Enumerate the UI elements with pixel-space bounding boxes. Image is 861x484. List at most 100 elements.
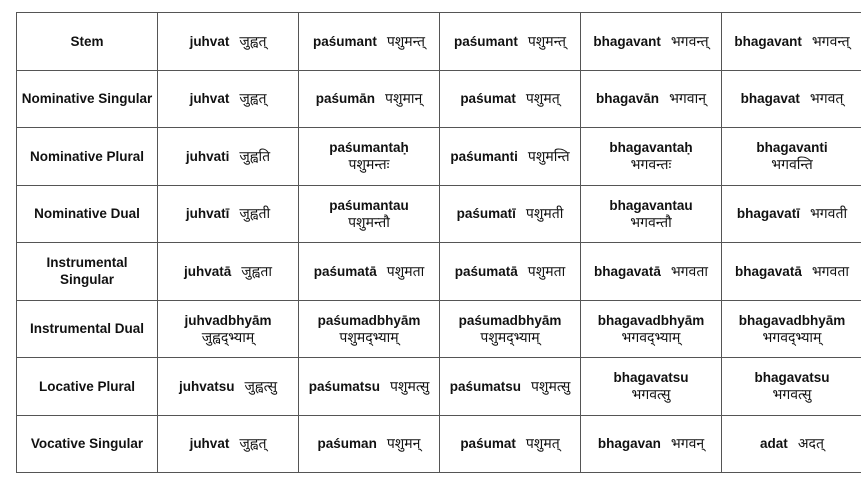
devanagari-form: जुह्वता: [241, 262, 272, 279]
latin-form: paśumanti: [450, 148, 518, 164]
row-header: Instrumental Dual: [16, 299, 158, 358]
devanagari-form: पशुमन्त्: [527, 32, 566, 49]
latin-form: adat: [760, 436, 788, 452]
devanagari-form: भगवद्भ्याम्: [762, 328, 822, 345]
table-cell: paśumantaḥ पशुमन्तः: [298, 127, 440, 186]
table-cell: juhvat जुह्वत्: [157, 414, 299, 473]
devanagari-form: जुह्वती: [239, 205, 271, 222]
devanagari-form: पशुमत्: [525, 435, 560, 452]
devanagari-form: पशुमती: [525, 205, 564, 222]
table-row: Vocative Singular juhvat जुह्वत् paśuman पशु…: [16, 414, 861, 473]
latin-form: paśumān: [315, 91, 376, 107]
devanagari-form: जुह्वद्भ्याम्: [201, 328, 255, 345]
table-cell: juhvat जुह्वत्: [157, 12, 299, 71]
latin-form: bhagavatā: [594, 263, 661, 279]
latin-form: paśumatā: [313, 263, 377, 279]
devanagari-form: जुह्वति: [239, 147, 271, 164]
latin-form: bhagavanti: [756, 140, 828, 156]
table-row: Locative Plural juhvatsu जुह्वत्सु paśumats…: [16, 357, 861, 416]
row-header: Locative Plural: [16, 357, 158, 416]
row-header: Instrumental Singular: [16, 242, 158, 301]
latin-form: juhvadbhyām: [184, 312, 272, 328]
table-row: Instrumental Dual juhvadbhyām जुह्वद्भ्याम…: [16, 299, 861, 358]
table-row: Stem juhvat जुह्वत् paśumant पशुमन्त् paśuman…: [16, 12, 861, 71]
latin-form: paśumatsu: [308, 378, 380, 394]
table-cell: bhagavantau भगवन्तौ: [580, 184, 722, 243]
devanagari-form: जुह्वत्: [239, 32, 267, 49]
devanagari-form: भगवत्सु: [772, 386, 812, 403]
latin-form: bhagavatā: [735, 263, 802, 279]
latin-form: bhagavadbhyām: [738, 312, 846, 328]
latin-form: paśumatsu: [449, 378, 521, 394]
table-cell: paśumatī पशुमती: [439, 184, 581, 243]
table-cell: bhagavant भगवन्त्: [721, 12, 861, 71]
devanagari-form: अदत्: [797, 435, 824, 452]
table-cell: paśumadbhyām पशुमद्भ्याम्: [298, 299, 440, 358]
row-header: Stem: [16, 12, 158, 71]
latin-form: juhvatsu: [178, 378, 235, 394]
devanagari-form: पशुमन्त्: [386, 32, 425, 49]
latin-form: paśumant: [313, 33, 377, 49]
table-cell: bhagavadbhyām भगवद्भ्याम्: [721, 299, 861, 358]
latin-form: paśumadbhyām: [458, 312, 562, 328]
table-cell: paśumant पशुमन्त्: [298, 12, 440, 71]
latin-form: paśumantau: [329, 197, 409, 213]
row-header: Nominative Plural: [16, 127, 158, 186]
latin-form: paśumatā: [454, 263, 518, 279]
declension-table: Stem juhvat जुह्वत् paśumant पशुमन्त् paśuman…: [16, 12, 861, 473]
devanagari-form: पशुमत्सु: [530, 377, 571, 394]
table-cell: bhagavatā भगवता: [721, 242, 861, 301]
table-cell: paśumatā पशुमता: [298, 242, 440, 301]
devanagari-form: पशुमन्: [386, 435, 421, 452]
devanagari-form: पशुमत्सु: [389, 377, 430, 394]
latin-form: juhvat: [189, 436, 230, 452]
devanagari-form: भगवन्तौ: [630, 213, 672, 230]
latin-form: juhvatā: [184, 263, 232, 279]
table-cell: paśumanti पशुमन्ति: [439, 127, 581, 186]
row-header: Nominative Singular: [16, 69, 158, 128]
table-cell: bhagavatsu भगवत्सु: [580, 357, 722, 416]
latin-form: paśumat: [460, 436, 516, 452]
devanagari-form: पशुमन्ति: [527, 147, 570, 164]
devanagari-form: पशुमद्भ्याम्: [480, 328, 540, 345]
latin-form: juhvat: [189, 91, 230, 107]
table-cell: juhvat जुह्वत्: [157, 69, 299, 128]
devanagari-form: भगवान्: [669, 90, 706, 107]
latin-form: bhagavant: [593, 33, 661, 49]
row-header: Vocative Singular: [16, 414, 158, 473]
devanagari-form: जुह्वत्सु: [244, 377, 278, 394]
table-row: Nominative Singular juhvat जुह्वत् paśumān प…: [16, 69, 861, 128]
latin-form: bhagavat: [740, 91, 800, 107]
table-row: Instrumental Singular juhvatā जुह्वता paśum…: [16, 242, 861, 301]
devanagari-form: पशुमद्भ्याम्: [339, 328, 399, 345]
table-cell: bhagavatī भगवती: [721, 184, 861, 243]
latin-form: bhagavan: [597, 436, 661, 452]
latin-form: bhagavant: [734, 33, 802, 49]
table-cell: paśumadbhyām पशुमद्भ्याम्: [439, 299, 581, 358]
devanagari-form: भगवता: [670, 262, 708, 279]
devanagari-form: भगवन्त्: [811, 32, 850, 49]
latin-form: paśuman: [317, 436, 377, 452]
table-row: Nominative Plural juhvati जुह्वति paśumanta…: [16, 127, 861, 186]
latin-form: bhagavatsu: [613, 370, 689, 386]
table-cell: bhagavān भगवान्: [580, 69, 722, 128]
table-row: Nominative Dual juhvatī जुह्वती paśumantau प…: [16, 184, 861, 243]
latin-form: bhagavantaḥ: [609, 140, 693, 156]
table-cell: paśumat पशुमत्: [439, 69, 581, 128]
devanagari-form: जुह्वत्: [239, 90, 267, 107]
table-cell: bhagavantaḥ भगवन्तः: [580, 127, 722, 186]
devanagari-form: पशुमन्तः: [348, 156, 390, 173]
latin-form: paśumadbhyām: [317, 312, 421, 328]
table-cell: paśumantau पशुमन्तौ: [298, 184, 440, 243]
table-cell: bhagavatā भगवता: [580, 242, 722, 301]
devanagari-form: पशुमता: [386, 262, 425, 279]
latin-form: bhagavantau: [609, 197, 693, 213]
table-cell: juhvati जुह्वति: [157, 127, 299, 186]
devanagari-form: पशुमान्: [385, 90, 423, 107]
row-header: Nominative Dual: [16, 184, 158, 243]
table-cell: paśumant पशुमन्त्: [439, 12, 581, 71]
devanagari-form: भगवन्ति: [771, 156, 813, 173]
devanagari-form: भगवन्तः: [630, 156, 672, 173]
table-cell: paśumān पशुमान्: [298, 69, 440, 128]
devanagari-form: पशुमत्: [525, 90, 560, 107]
